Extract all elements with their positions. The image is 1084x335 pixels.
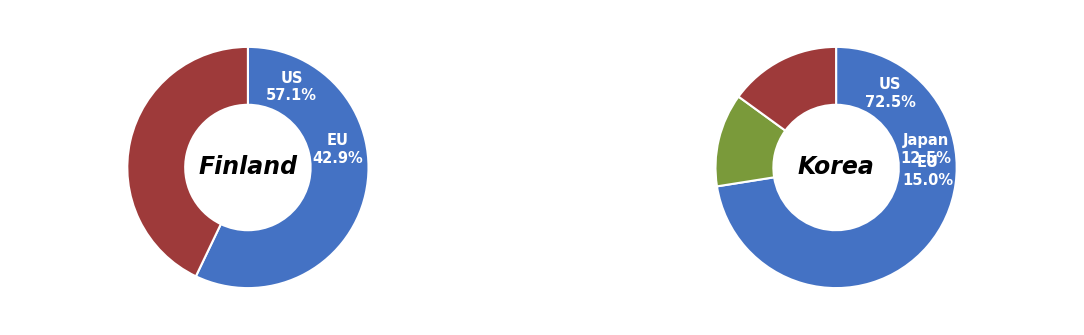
- Text: EU
15.0%: EU 15.0%: [902, 155, 953, 188]
- Wedge shape: [738, 47, 836, 131]
- Text: Japan
12.5%: Japan 12.5%: [901, 133, 952, 166]
- Wedge shape: [715, 96, 786, 186]
- Text: US
57.1%: US 57.1%: [267, 71, 318, 103]
- Text: Finland: Finland: [198, 155, 297, 180]
- Text: Korea: Korea: [798, 155, 875, 180]
- Text: US
72.5%: US 72.5%: [865, 77, 916, 110]
- Text: EU
42.9%: EU 42.9%: [312, 133, 363, 165]
- Wedge shape: [196, 47, 369, 288]
- Wedge shape: [717, 47, 957, 288]
- Wedge shape: [127, 47, 248, 276]
